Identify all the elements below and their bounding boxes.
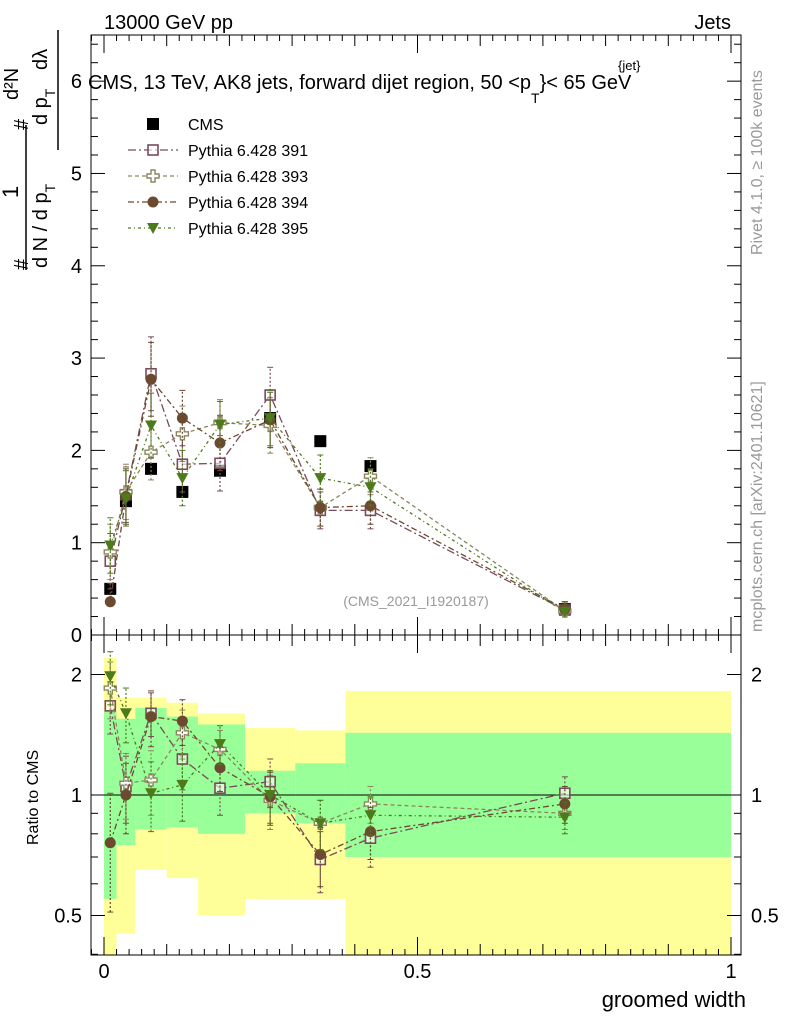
- main-point-cms: [145, 462, 158, 475]
- ratio-point-pythia-6-428-395: [314, 818, 327, 830]
- ratio-ytick-label: 2: [71, 665, 82, 687]
- main-series-cms: [104, 412, 571, 616]
- main-ytick-label: 2: [71, 440, 82, 462]
- ratio-point-pythia-6-428-394: [314, 849, 326, 861]
- legend-label-pythia-6-428-393: Pythia 6.428 393: [188, 169, 308, 186]
- ratio-band-inner-0: [104, 711, 117, 899]
- main-series-group: [103, 336, 572, 618]
- main-title: CMS, 13 TeV, AK8 jets, forward dijet reg…: [88, 72, 632, 106]
- main-point-pythia-6-428-394: [104, 596, 116, 608]
- x-axis-label: groomed width: [602, 987, 746, 1012]
- main-point-pythia-6-428-395: [364, 482, 377, 494]
- main-point-pythia-6-428-395: [104, 540, 117, 552]
- ratio-point-pythia-6-428-395: [264, 790, 277, 801]
- ylabel-hash-2: #: [11, 118, 33, 130]
- ratio-ytick-label-right: 0.5: [751, 906, 779, 928]
- main-line-pythia-6-428-395: [109, 417, 566, 613]
- ylabel-one: 1: [0, 186, 23, 198]
- ratio-point-pythia-6-428-394: [145, 711, 157, 723]
- legend-label-cms: CMS: [188, 117, 224, 134]
- ylabel-denominator: d N / d pT: [30, 183, 58, 268]
- axis-tick-labels: 0 1 2 3 4 5 6 0 0.5 1 0.5 0.5 1 1 2 2: [54, 71, 779, 983]
- legend-label-pythia-6-428-394: Pythia 6.428 394: [188, 195, 308, 212]
- ratio-point-pythia-6-428-395: [213, 739, 226, 751]
- legend-marker-cms: [147, 118, 159, 130]
- main-title-superscript: {jet}: [618, 58, 641, 73]
- main-point-pythia-6-428-394: [145, 373, 157, 385]
- ylabel-numerator: d²N: [1, 68, 23, 100]
- legend-marker-pythia-6-428-391: [147, 144, 159, 156]
- ratio-point-pythia-6-428-395: [364, 810, 377, 822]
- y-axis-label-main: # 1 d N / d pT # d pT d²N dλ: [0, 30, 59, 270]
- ratio-ytick-label: 1: [71, 785, 82, 807]
- ratio-point-pythia-6-428-395: [119, 708, 132, 720]
- mcplots-label: mcplots.cern.ch [arXiv:2401.10621]: [749, 381, 766, 632]
- main-ytick-label: 6: [71, 71, 82, 93]
- ratio-ytick-label-right: 1: [751, 785, 762, 807]
- main-point-pythia-6-428-394: [314, 502, 326, 514]
- main-point-pythia-6-428-395: [119, 493, 132, 505]
- main-point-pythia-6-428-394: [176, 412, 188, 424]
- main-point-pythia-6-428-395: [264, 413, 277, 425]
- ratio-ytick-label: 0.5: [54, 906, 82, 928]
- legend-marker-pythia-6-428-395: [147, 223, 159, 234]
- xtick-label: 1: [725, 961, 736, 983]
- main-point-pythia-6-428-395: [176, 473, 189, 485]
- main-series-pythia-6-428-394: [104, 341, 571, 615]
- ratio-point-pythia-6-428-394: [176, 715, 188, 727]
- main-ytick-label: 4: [71, 256, 82, 278]
- main-ytick-label: 1: [71, 533, 82, 555]
- main-point-cms: [314, 435, 327, 448]
- header-right: Jets: [694, 12, 731, 34]
- main-series-pythia-6-428-391: [104, 336, 571, 616]
- analysis-label: (CMS_2021_I1920187): [343, 593, 489, 609]
- main-point-pythia-6-428-395: [314, 473, 327, 485]
- ratio-point-pythia-6-428-394: [104, 837, 116, 849]
- main-ytick-label: 0: [71, 625, 82, 647]
- ratio-ytick-label-right: 2: [751, 665, 762, 687]
- ylabel-dlambda: dλ: [30, 49, 52, 70]
- y-axis-label-ratio: Ratio to CMS: [25, 750, 42, 845]
- ratio-series-pythia-6-428-395: [104, 651, 571, 851]
- ylabel-dp: d pT: [30, 88, 58, 125]
- ratio-point-pythia-6-428-395: [176, 779, 189, 791]
- main-point-pythia-6-428-395: [145, 420, 158, 432]
- xtick-label: 0: [98, 961, 109, 983]
- ylabel-hash-1: #: [11, 258, 33, 270]
- ratio-point-pythia-6-428-395: [145, 788, 158, 800]
- main-point-pythia-6-428-395: [558, 606, 571, 618]
- legend-label-pythia-6-428-395: Pythia 6.428 395: [188, 221, 308, 238]
- main-point-pythia-6-428-391: [214, 457, 226, 470]
- ratio-band-inner-6: [295, 763, 346, 824]
- main-point-pythia-6-428-395: [213, 419, 226, 431]
- axis-ticks: [90, 35, 741, 955]
- legend-label-pythia-6-428-391: Pythia 6.428 391: [188, 143, 308, 160]
- main-ytick-label: 3: [71, 348, 82, 370]
- ratio-point-pythia-6-428-393: [144, 773, 158, 787]
- legend-marker-pythia-6-428-394: [147, 196, 159, 208]
- header-left: 13000 GeV pp: [104, 12, 233, 34]
- main-series-pythia-6-428-395: [104, 389, 571, 618]
- ratio-point-pythia-6-428-395: [558, 812, 571, 824]
- main-ytick-label: 5: [71, 163, 82, 185]
- xtick-label: 0.5: [404, 961, 432, 983]
- ratio-point-pythia-6-428-394: [120, 789, 132, 801]
- ratio-point-pythia-6-428-395: [104, 671, 117, 683]
- ratio-series-group: [103, 651, 572, 913]
- legend: CMS Pythia 6.428 391 Pythia 6.428 393 Pythi…: [128, 117, 308, 238]
- rivet-version-label: Rivet 4.1.0, ≥ 100k events: [749, 70, 766, 255]
- legend-marker-pythia-6-428-393: [146, 169, 160, 183]
